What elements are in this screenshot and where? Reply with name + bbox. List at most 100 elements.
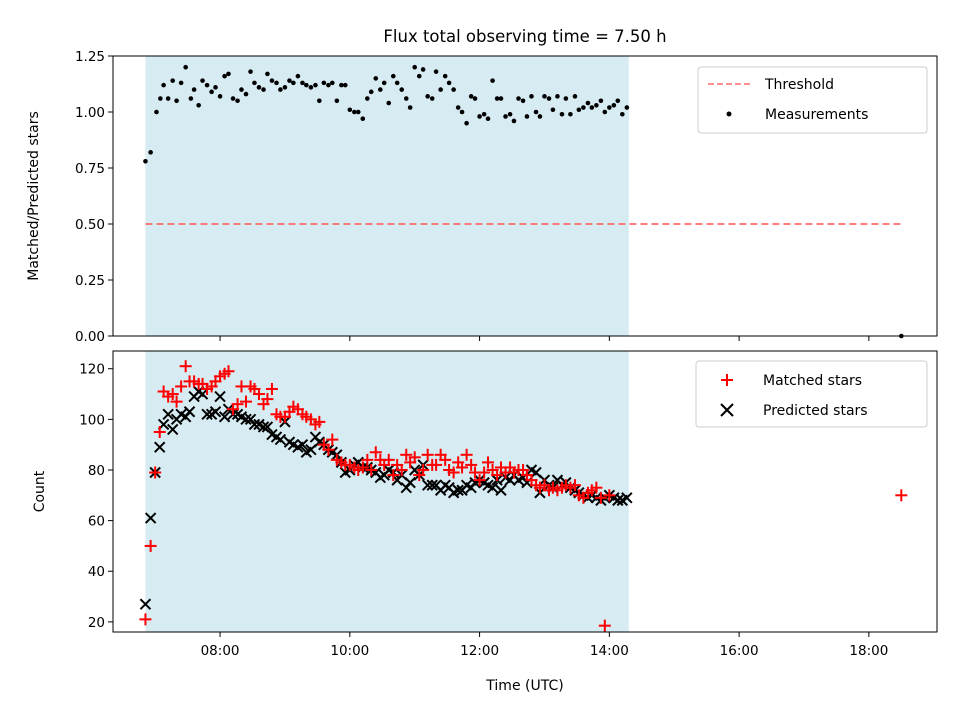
matched-star-point [149,466,162,479]
bottom-legend-frame [695,360,928,428]
measurement-point [429,96,435,101]
measurement-point [420,67,426,72]
measurement-point [585,100,591,106]
measurement-point [581,105,586,110]
measurement-point [386,100,392,106]
threshold-legend-label: Threshold [764,77,834,93]
measurement-point [252,80,257,86]
measurement-point [248,69,253,74]
measurement-point [442,73,448,79]
predicted-star-point [296,438,309,451]
predicted-star-point [162,408,174,420]
matched-star-point [400,448,413,461]
measurement-point [143,158,148,164]
predicted-star-point [139,598,152,610]
measurement-point [607,105,612,110]
measurement-point [390,73,396,79]
measurement-point [568,111,573,117]
predicted-star-point [612,494,624,507]
measurement-point [342,82,348,88]
y-tick-label: 120 [79,362,105,378]
measurement-point [542,94,547,99]
measurement-point [576,107,582,113]
x-tick-label: 18:00 [849,643,888,659]
measurement-point [200,78,205,83]
predicted-stars-legend-swatch [720,403,734,417]
measurement-point [170,78,175,83]
measurement-point [339,82,344,88]
measurement-point [394,80,400,86]
matched-star-point [369,446,382,459]
measurement-point [209,89,214,95]
measurement-point [559,111,565,117]
matched-star-point [482,456,495,469]
measurement-point [433,69,439,74]
measurement-point [256,85,262,90]
measurement-point [481,111,487,117]
bottom-legend: Matched stars Predicted stars [695,360,928,428]
matched-star-point [460,448,473,461]
matched-star-point [895,489,908,502]
predicted-star-point [154,441,166,453]
matched-star-point [491,469,504,482]
predicted-star-point [404,476,416,489]
matched-star-point [170,395,183,408]
measurement-point [459,109,465,115]
measurement-point [416,73,422,79]
predicted-star-point [248,418,261,431]
matched-star-point [430,458,443,471]
top-legend-frame [697,66,928,134]
top-panel: 0.00 0.25 0.50 0.75 1.00 1.25 Matched/Predict… [26,49,938,345]
measurement-point [468,94,474,99]
measurement-point [204,82,210,88]
matched-star-point [395,463,408,476]
measurement-point [226,71,231,77]
matched-star-point [598,619,611,632]
bottom-x-ticks: 08:00 10:00 12:00 14:00 16:00 18:00 [201,632,888,659]
measurement-point [230,96,236,101]
measurement-point [308,85,314,90]
matched-star-point [603,489,616,502]
measurement-point [563,96,569,101]
x-tick-label: 16:00 [720,643,759,659]
measurement-point [352,109,357,115]
matched-star-point [465,458,478,471]
matched-star-point [222,365,235,378]
measurement-point [529,94,534,99]
predicted-star-point [144,512,157,524]
matched-star-point [166,388,179,401]
measurement-point [507,111,513,117]
bottom-y-ticks: 20 40 60 80 100 120 [79,362,113,631]
measurement-point [321,80,327,86]
measurement-point [589,105,595,110]
y-tick-label: 40 [88,564,105,580]
measurement-point [464,120,469,126]
measurement-point [161,82,166,88]
matched-star-point [421,448,434,461]
measurement-point [191,87,197,92]
measurement-point [602,109,608,115]
bottom-y-axis-label: Count [32,470,48,512]
matched-star-point [139,613,152,626]
measurement-point [620,111,625,117]
predicted-star-point [196,388,209,400]
top-legend: Threshold Measurements [697,66,928,134]
matched-star-point [356,461,369,474]
y-tick-label: 100 [79,412,105,428]
x-tick-label: 10:00 [330,643,369,659]
measurement-point [365,96,370,101]
measurement-point [183,64,188,70]
matched-star-point [387,469,400,482]
measurement-point [239,87,244,92]
predicted-star-point [218,411,231,423]
measurement-point [516,96,521,101]
predicted-star-point [166,423,179,436]
predicted-star-point [421,479,434,491]
predicted-star-point [621,492,633,504]
measurement-point [520,98,526,104]
predicted-star-point [214,390,226,403]
matched-star-point [594,491,607,504]
matched-star-point [568,479,581,492]
predicted-star-point [261,421,274,433]
measurement-point [477,114,482,119]
